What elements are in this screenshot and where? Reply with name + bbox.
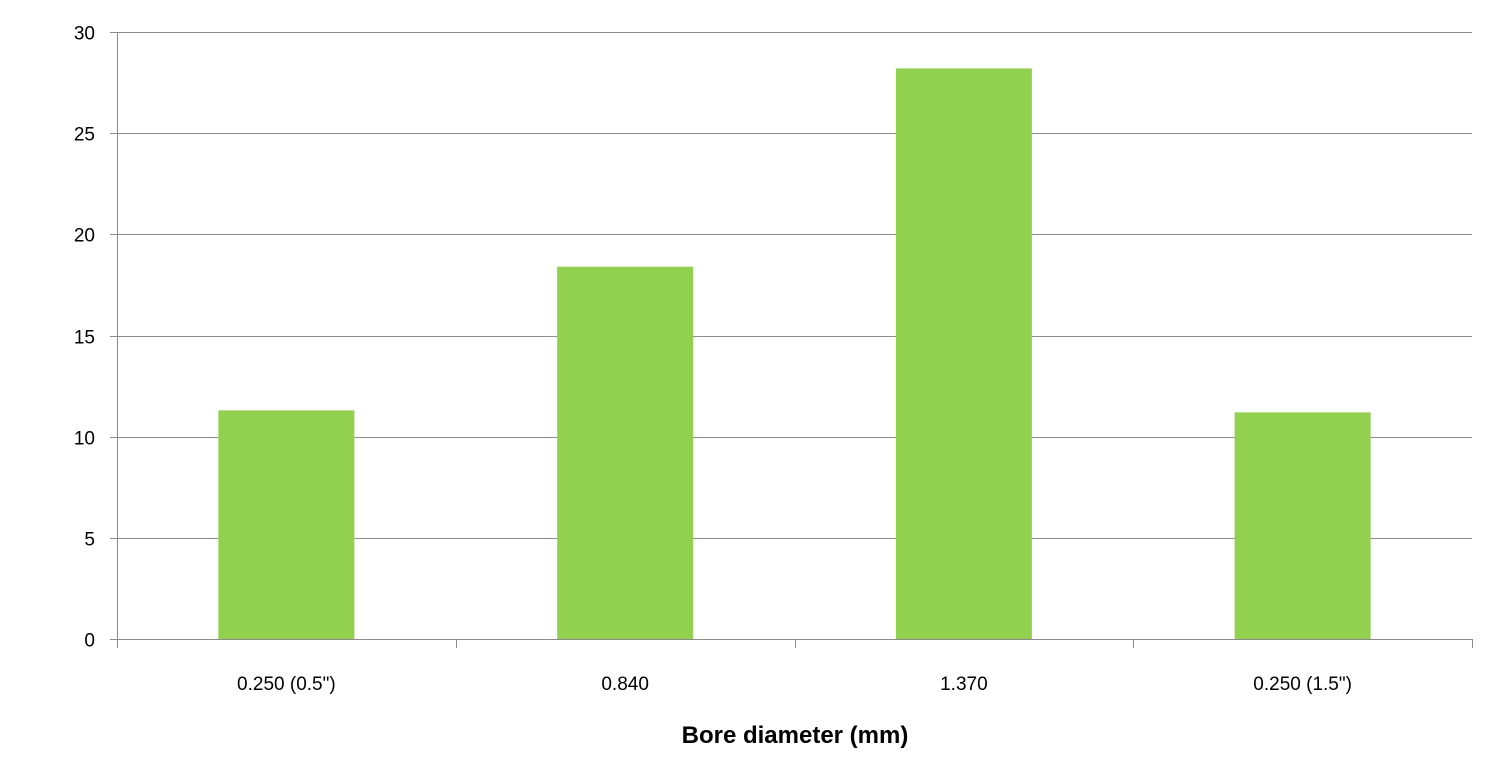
bar — [218, 410, 355, 639]
x-axis-title: Bore diameter (mm) — [682, 722, 909, 749]
x-tick-label: 0.840 — [601, 674, 649, 695]
y-tick-labels: 0 5 10 15 20 25 30 — [74, 24, 95, 652]
y-tick-label: 10 — [74, 429, 95, 450]
bars — [218, 68, 1371, 640]
x-tick-label: 1.370 — [940, 674, 988, 695]
y-tick-label: 30 — [74, 24, 95, 45]
axes — [110, 32, 1473, 648]
y-tick-label: 25 — [74, 125, 95, 146]
bar — [895, 68, 1032, 640]
y-tick-label: 0 — [84, 631, 95, 652]
y-tick-label: 15 — [74, 328, 95, 349]
bar — [557, 266, 694, 639]
bar — [1234, 412, 1371, 639]
y-tick-label: 5 — [84, 530, 95, 551]
x-tick-labels: 0.250 (0.5") 0.840 1.370 0.250 (1.5") — [237, 674, 1352, 695]
x-tick-label: 0.250 (0.5") — [237, 674, 336, 695]
x-tick-label: 0.250 (1.5") — [1253, 674, 1352, 695]
y-tick-label: 20 — [74, 226, 95, 247]
